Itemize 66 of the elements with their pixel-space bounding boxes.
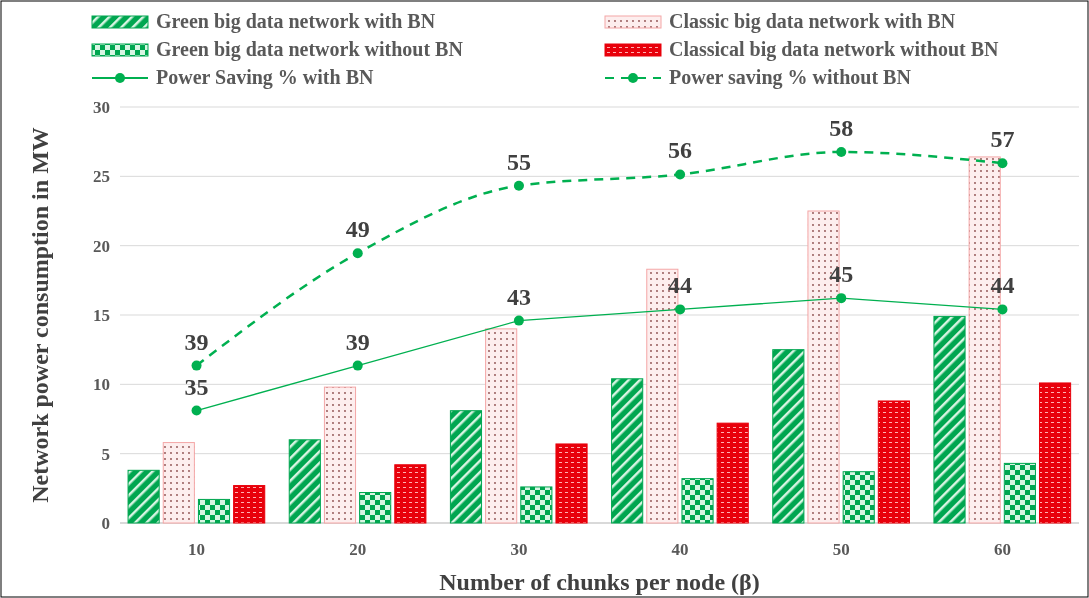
x-tick-label: 20 [349, 540, 367, 559]
bar [1003, 462, 1036, 524]
legend-label: Power Saving % with BN [156, 66, 374, 89]
bar [197, 498, 231, 524]
bar [323, 386, 357, 524]
bar [449, 410, 483, 524]
bar [555, 443, 588, 524]
x-tick-label: 60 [993, 540, 1011, 559]
point [836, 293, 847, 304]
data-label: 57 [990, 126, 1015, 153]
bar [1038, 382, 1072, 524]
point [352, 248, 363, 259]
bar [288, 439, 321, 524]
point [675, 304, 686, 315]
bar [611, 378, 644, 524]
bar [933, 315, 966, 524]
y-tick-label: 5 [101, 444, 110, 464]
x-tick-label: 50 [832, 540, 850, 559]
y-tick-label: 30 [93, 98, 110, 117]
bar [162, 442, 195, 524]
y-tick-label: 25 [93, 167, 110, 187]
bar [127, 469, 160, 524]
point [997, 304, 1008, 315]
data-label: 44 [990, 272, 1015, 299]
point [675, 169, 686, 180]
x-tick-label: 10 [188, 540, 206, 559]
y-axis-title: Network power consumption in MW [27, 127, 53, 503]
data-label: 39 [184, 328, 209, 355]
legend-label: Green big data network with BN [156, 10, 436, 33]
bar [877, 400, 910, 524]
data-label: 45 [829, 261, 854, 288]
data-label: 39 [345, 328, 370, 355]
bar [394, 464, 427, 524]
point [513, 180, 524, 191]
y-tick-label: 15 [93, 306, 110, 325]
point [997, 158, 1008, 169]
legend-label: Green big data network without BN [156, 38, 464, 61]
bar [359, 491, 392, 524]
bar [233, 485, 266, 524]
y-tick-label: 0 [101, 514, 110, 533]
y-tick-label: 20 [93, 236, 110, 256]
data-label: 43 [506, 283, 531, 310]
point [191, 360, 202, 371]
legend-label: Classical big data network without BN [669, 38, 1000, 61]
x-tick-label: 40 [671, 540, 689, 559]
y-tick-label: 10 [93, 375, 110, 395]
bar [520, 486, 553, 524]
bar [842, 471, 875, 524]
bar [716, 422, 749, 524]
x-axis-title: Number of chunks per node (β) [439, 569, 760, 595]
bar [485, 328, 518, 524]
data-label: 49 [345, 216, 370, 243]
point [836, 146, 847, 157]
x-tick-label: 30 [510, 540, 528, 559]
legend-label: Power saving % without BN [669, 66, 912, 89]
point [352, 360, 363, 371]
legend-label: Classic big data network with BN [669, 10, 956, 33]
point [513, 315, 524, 326]
bar [772, 349, 805, 524]
point [191, 405, 202, 416]
data-label: 58 [829, 114, 854, 141]
data-label: 35 [184, 373, 209, 400]
bar [681, 478, 714, 524]
data-label: 56 [668, 137, 693, 164]
data-label: 44 [668, 272, 693, 299]
data-label: 55 [506, 148, 531, 175]
